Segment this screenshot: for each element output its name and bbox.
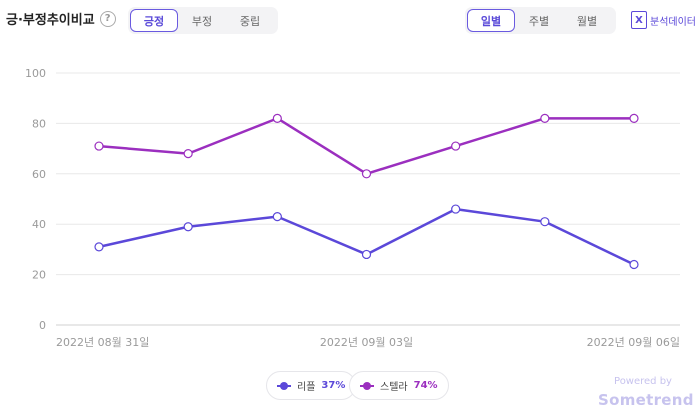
legend-percent-ripple: 37% <box>321 380 346 391</box>
legend-label-ripple: 리플 <box>297 382 316 393</box>
data-point-series-0 <box>361 249 372 260</box>
sentiment-tabs: 긍정 부정 중립 <box>128 7 278 34</box>
help-icon[interactable]: ? <box>99 10 116 27</box>
series-line-1 <box>98 117 634 176</box>
data-point-series-1 <box>451 141 461 151</box>
chart-title: 긍·부정추이비교 ? <box>6 9 116 28</box>
y-tick-label: 80 <box>32 117 46 130</box>
legend-label-stellar: 스텔라 <box>380 382 408 393</box>
data-point-series-0 <box>94 242 104 252</box>
data-point-series-1 <box>540 113 550 123</box>
tab-daily[interactable]: 일별 <box>467 9 515 32</box>
x-tick-label: 2022년 08월 31일 <box>56 335 149 349</box>
tab-weekly[interactable]: 주별 <box>528 14 550 28</box>
data-point-series-1 <box>183 149 193 159</box>
data-point-series-0 <box>629 259 639 270</box>
excel-icon: X <box>631 11 647 29</box>
data-point-series-0 <box>451 204 461 214</box>
y-tick-label: 40 <box>32 218 46 231</box>
legend-item-stellar[interactable]: 스텔라 74% <box>349 371 449 400</box>
data-point-series-0 <box>272 212 282 222</box>
y-tick-label: 100 <box>25 67 46 80</box>
export-data-button[interactable]: X 분석데이터 <box>631 11 696 29</box>
legend-item-ripple[interactable]: 리플 37% <box>266 371 357 400</box>
data-point-series-1 <box>272 113 282 123</box>
tab-monthly[interactable]: 월별 <box>576 14 598 28</box>
y-tick-label: 0 <box>39 319 46 332</box>
data-point-series-1 <box>361 169 372 179</box>
line-chart: 0 20 40 60 80 100 2022년 08월 31일 2022년 09월 03일 20… <box>25 67 680 349</box>
x-tick-label: 2022년 09월 03일 <box>320 335 413 349</box>
y-tick-label: 20 <box>32 269 46 282</box>
tab-negative[interactable]: 부정 <box>191 14 213 28</box>
tab-positive[interactable]: 긍정 <box>130 9 178 32</box>
legend-percent-stellar: 74% <box>413 380 438 391</box>
data-point-series-0 <box>540 217 550 227</box>
period-tabs: 일별 주별 월별 <box>465 7 616 34</box>
chart-title-text: 긍·부정추이비교 <box>6 13 95 28</box>
brand-logo: Sometrend <box>598 391 694 409</box>
legend-marker-stellar <box>360 381 374 390</box>
powered-by-text: Powered by <box>614 376 672 387</box>
data-point-series-1 <box>629 113 639 123</box>
y-tick-label: 60 <box>32 168 46 181</box>
x-tick-label: 2022년 09월 06일 <box>587 335 680 349</box>
legend-marker-ripple <box>277 381 291 390</box>
export-label: 분석데이터 <box>650 16 696 28</box>
tab-neutral[interactable]: 중립 <box>239 14 261 28</box>
data-point-series-0 <box>183 222 193 232</box>
data-point-series-1 <box>94 141 104 151</box>
